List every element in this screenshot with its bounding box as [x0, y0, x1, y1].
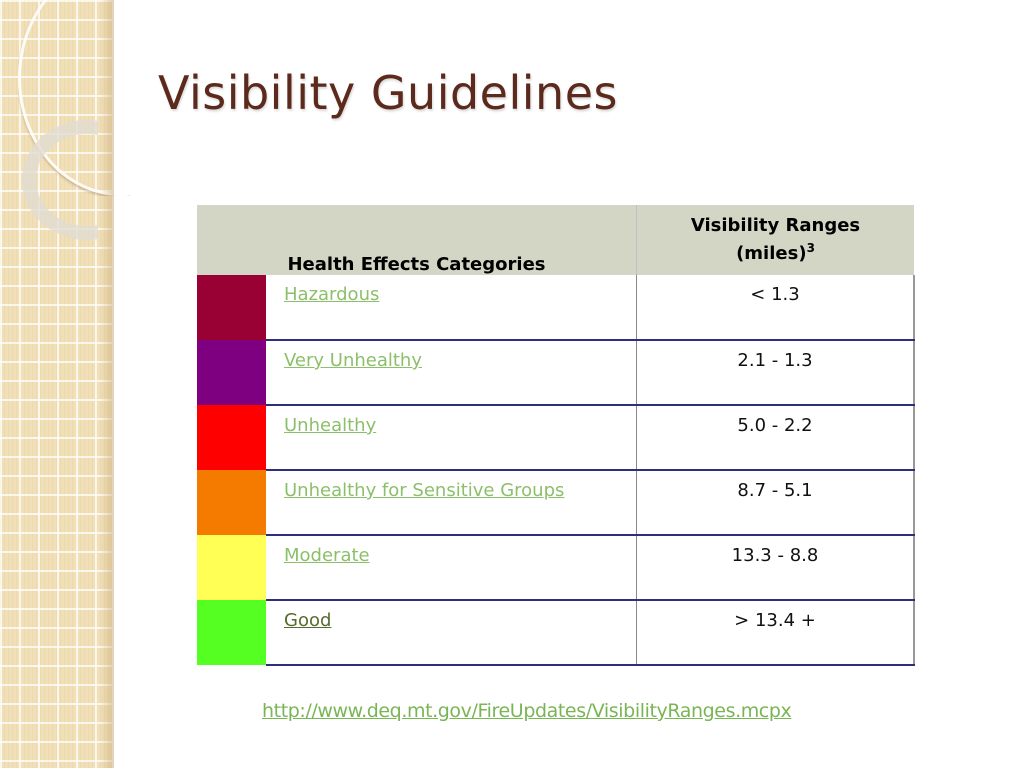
range-value: < 1.3	[636, 275, 915, 341]
table-header-row: Health Effects Categories Visibility Ran…	[197, 205, 914, 275]
category-link-good[interactable]: Good	[284, 610, 332, 631]
table-row: Very Unhealthy 2.1 - 1.3	[197, 340, 915, 406]
category-link-sensitive-groups[interactable]: Unhealthy for Sensitive Groups	[284, 480, 565, 501]
header-range-line2: (miles)	[736, 243, 807, 264]
table-row: Unhealthy for Sensitive Groups 8.7 - 5.1	[197, 470, 915, 536]
source-link[interactable]: http://www.deq.mt.gov/FireUpdates/Visibi…	[262, 700, 792, 722]
header-range-superscript: 3	[806, 241, 815, 255]
color-swatch-moderate	[197, 535, 266, 600]
range-value: > 13.4 +	[636, 600, 915, 666]
header-health-effects: Health Effects Categories	[197, 205, 637, 275]
range-value: 8.7 - 5.1	[636, 470, 915, 536]
header-range-line1: Visibility Ranges	[690, 215, 861, 236]
category-link-unhealthy[interactable]: Unhealthy	[284, 415, 377, 436]
table-row: Moderate 13.3 - 8.8	[197, 535, 915, 601]
category-link-moderate[interactable]: Moderate	[284, 545, 370, 566]
category-link-hazardous[interactable]: Hazardous	[284, 284, 380, 305]
sidebar-shadow	[100, 0, 114, 768]
table-row: Good > 13.4 +	[197, 600, 915, 666]
color-swatch-very-unhealthy	[197, 340, 266, 405]
table-row: Unhealthy 5.0 - 2.2	[197, 405, 915, 471]
category-link-very-unhealthy[interactable]: Very Unhealthy	[284, 350, 422, 371]
table-row: Hazardous < 1.3	[197, 275, 915, 341]
range-value: 2.1 - 1.3	[636, 340, 915, 406]
range-value: 13.3 - 8.8	[636, 535, 915, 601]
color-swatch-good	[197, 600, 266, 665]
color-swatch-hazardous	[197, 275, 266, 340]
header-visibility-ranges: Visibility Ranges (miles)3	[636, 205, 914, 275]
range-value: 5.0 - 2.2	[636, 405, 915, 471]
color-swatch-unhealthy	[197, 405, 266, 470]
color-swatch-sensitive-groups	[197, 470, 266, 535]
visibility-table: Health Effects Categories Visibility Ran…	[197, 205, 915, 666]
slide-title: Visibility Guidelines	[158, 66, 618, 120]
decorative-ring-small	[22, 120, 98, 240]
